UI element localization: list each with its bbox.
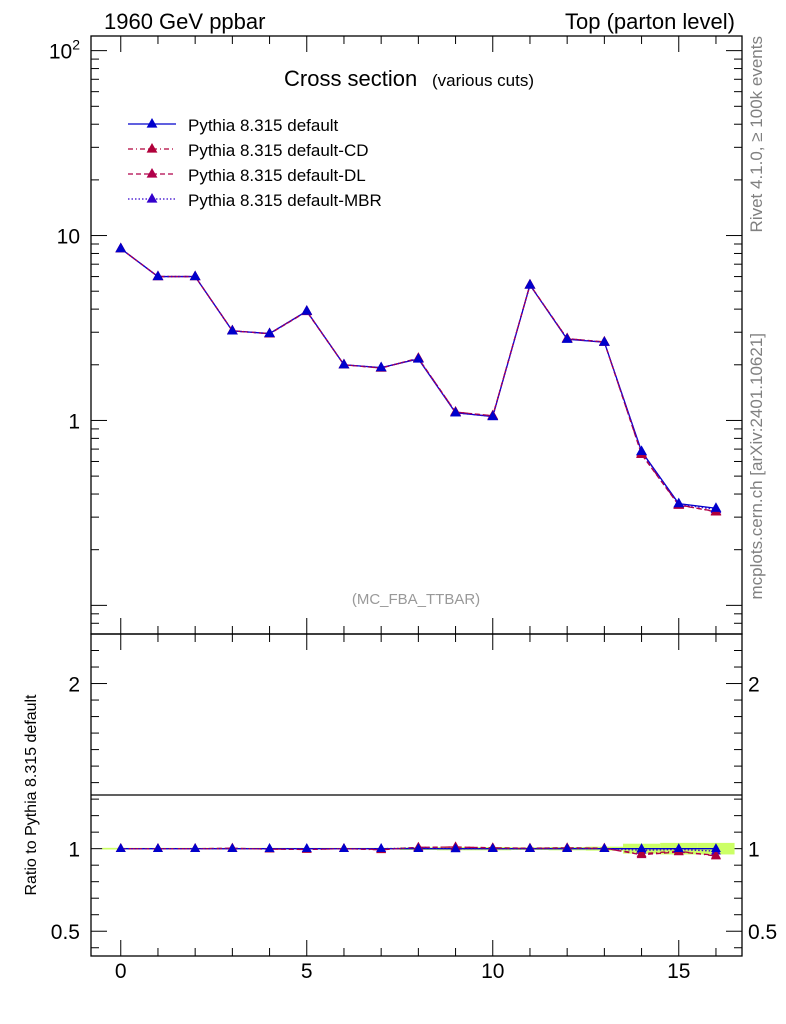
ratio-0-point xyxy=(636,843,647,852)
ratio-0-point xyxy=(376,843,387,852)
ratio-ylabel: Ratio to Pythia 8.315 default xyxy=(23,694,40,896)
series-0-point xyxy=(152,270,164,281)
legend-marker-2 xyxy=(146,168,158,178)
series-line-1 xyxy=(120,248,717,513)
series-0-point xyxy=(450,406,461,417)
ratio-panel-ticks: 0.5 0.5 1 1 2 2 0 5 10 15 xyxy=(51,633,777,983)
series-0-point xyxy=(189,270,201,281)
x-tick-label: 10 xyxy=(481,960,504,983)
series-0-point xyxy=(301,305,313,315)
top-series-group xyxy=(115,242,722,516)
ratio-0-point xyxy=(525,843,535,852)
top-panel-ticks: 1 10 102 xyxy=(49,36,742,635)
header-left: 1960 GeV ppbar xyxy=(104,9,265,34)
series-line-2 xyxy=(120,248,717,513)
series-0-point xyxy=(636,445,647,456)
ratio-0-point xyxy=(264,843,275,852)
series-0-point xyxy=(487,410,499,421)
chart-title: Cross section xyxy=(284,66,417,91)
ratio-0-point xyxy=(562,843,573,852)
chart-title-suffix: (various cuts) xyxy=(432,71,534,90)
series-0-point xyxy=(338,358,350,369)
ratio-0-point xyxy=(153,843,163,852)
series-line-3 xyxy=(120,248,717,511)
ratio-y-tick-label-right: 0.5 xyxy=(748,921,777,944)
series-0-point xyxy=(264,327,275,338)
series-0-point xyxy=(412,352,424,363)
ratio-0-point xyxy=(711,843,721,852)
ratio-y-tick-label: 1 xyxy=(68,839,80,862)
series-0-point xyxy=(598,336,610,346)
ratio-1-point xyxy=(636,848,647,857)
series-0-point xyxy=(226,324,238,335)
legend-marker-1 xyxy=(146,143,158,153)
series-0-point xyxy=(673,497,685,508)
y-tick-label: 10 xyxy=(57,226,80,249)
ratio-0-point xyxy=(190,843,201,852)
ratio-0-point xyxy=(115,843,126,852)
ratio-0-point xyxy=(301,843,312,852)
ratio-0-point xyxy=(339,843,349,852)
legend: Pythia 8.315 default Pythia 8.315 default… xyxy=(128,116,382,210)
series-0-point xyxy=(375,361,387,372)
series-0-point xyxy=(561,333,573,343)
series-line-0 xyxy=(120,248,717,509)
y-tick-label: 1 xyxy=(68,410,80,433)
header-right: Top (parton level) xyxy=(565,9,735,34)
ratio-y-tick-label-right: 1 xyxy=(748,839,760,862)
mcplots-label: mcplots.cern.ch [arXiv:2401.10621] xyxy=(747,333,766,599)
ratio-y-tick-label: 2 xyxy=(68,674,80,697)
series-0-point xyxy=(115,242,127,253)
legend-label-1: Pythia 8.315 default-CD xyxy=(188,141,369,160)
legend-marker-3 xyxy=(146,193,158,203)
x-tick-label: 15 xyxy=(667,960,690,983)
ratio-0-point xyxy=(450,843,461,852)
legend-label-3: Pythia 8.315 default-MBR xyxy=(188,191,382,210)
ratio-y-tick-label-right: 2 xyxy=(748,674,760,697)
series-0-point xyxy=(710,502,722,512)
ratio-y-tick-label: 0.5 xyxy=(51,921,80,944)
legend-label-2: Pythia 8.315 default-DL xyxy=(188,166,366,185)
x-tick-label: 0 xyxy=(115,960,127,983)
rivet-label: Rivet 4.1.0, ≥ 100k events xyxy=(747,36,766,232)
legend-marker-0 xyxy=(146,118,158,128)
series-0-point xyxy=(524,279,536,289)
ratio-0-point xyxy=(227,843,238,852)
legend-label-0: Pythia 8.315 default xyxy=(188,116,339,135)
analysis-watermark: (MC_FBA_TTBAR) xyxy=(352,591,480,608)
ratio-0-point xyxy=(599,843,610,852)
ratio-1-point xyxy=(711,850,721,860)
ratio-0-point xyxy=(487,843,498,852)
ratio-0-point xyxy=(413,843,424,852)
x-tick-label: 5 xyxy=(301,960,313,983)
y-tick-label: 102 xyxy=(49,37,80,64)
ratio-series-group xyxy=(115,841,721,860)
ratio-0-point xyxy=(673,843,684,852)
